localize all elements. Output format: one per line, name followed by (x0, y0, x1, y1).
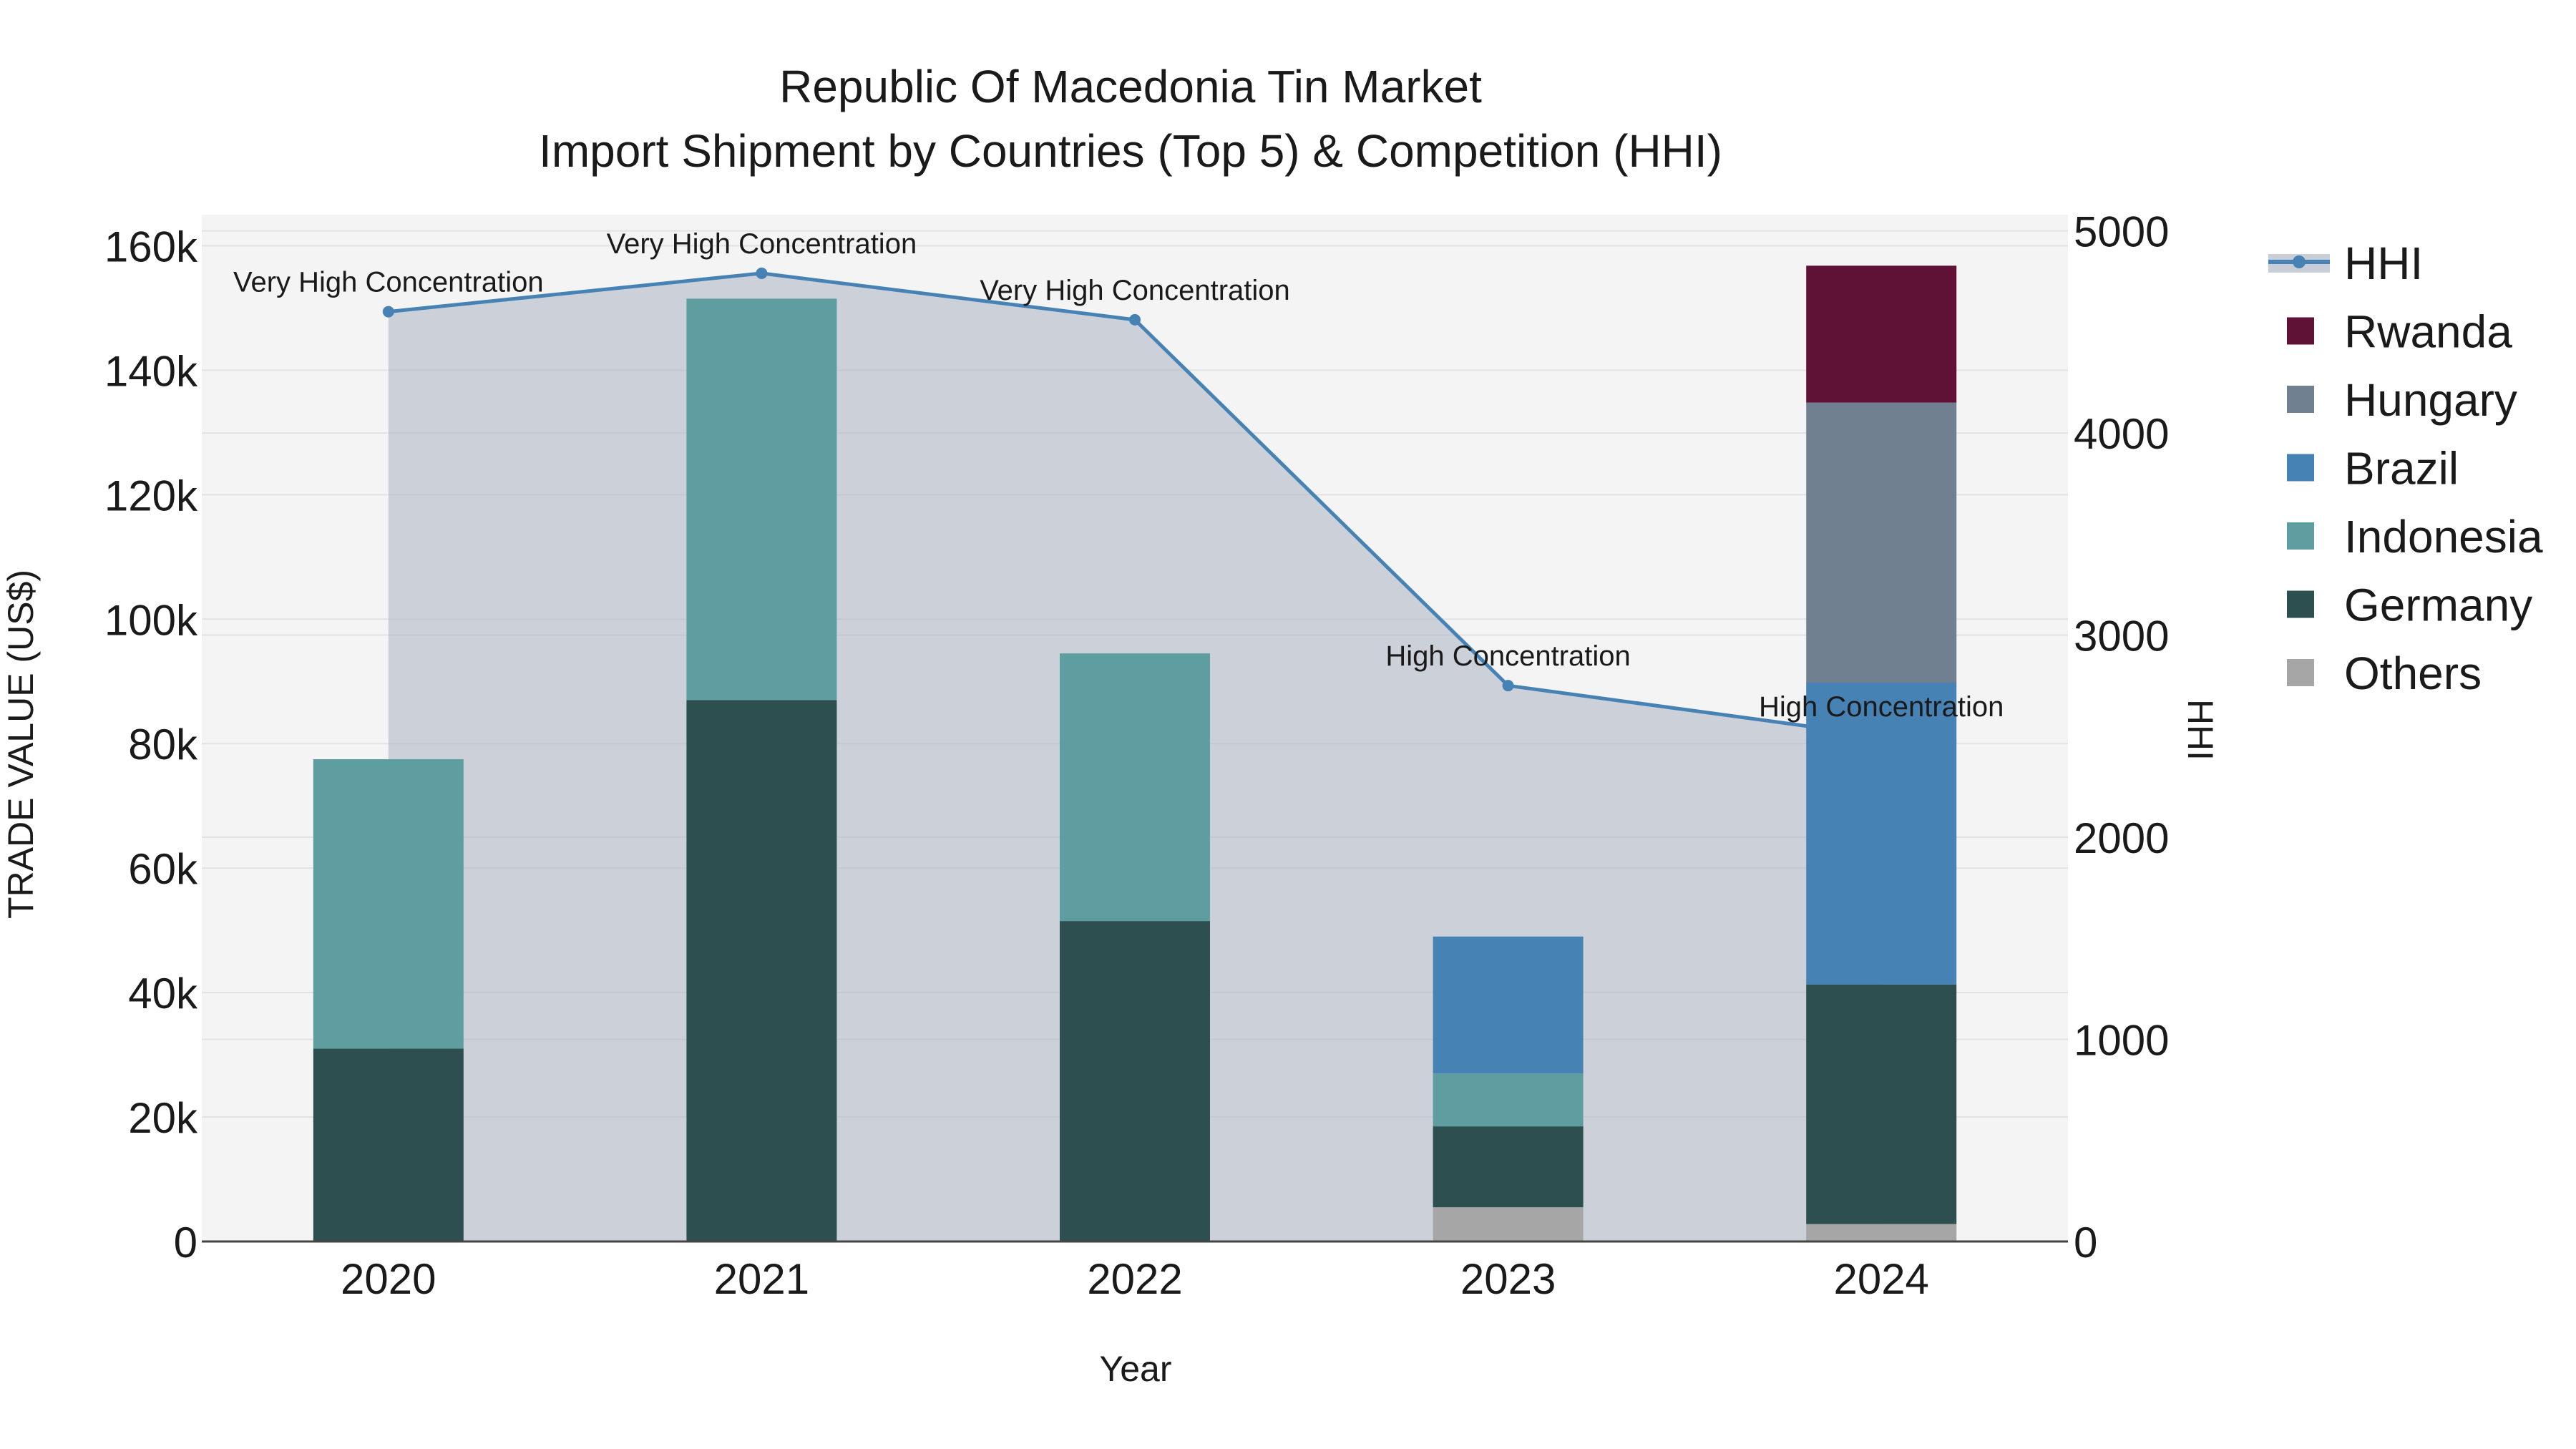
y-axis-title: TRADE VALUE (US$) (1, 570, 41, 919)
legend-item-rwanda: Rwanda (2287, 306, 2512, 358)
y2-tick-label: 1000 (2074, 1017, 2169, 1065)
bar-germany-2023 (1433, 1126, 1584, 1208)
legend-item-indonesia: Indonesia (2287, 511, 2543, 562)
chart-title: Republic Of Macedonia Tin Market (779, 61, 1482, 112)
bar-indonesia-2023 (1433, 1073, 1584, 1127)
y-tick-label: 80k (128, 721, 198, 769)
hhi-annotation-2023: High Concentration (1385, 640, 1630, 672)
x-tick-label: 2021 (714, 1255, 809, 1303)
x-axis-ticks: 2020 2021 2022 2023 2024 (341, 1255, 1929, 1303)
legend: HHI Rwanda Hungary Brazil Indonesia Germany Ot… (2268, 238, 2543, 699)
hhi-point-2023 (1502, 680, 1514, 692)
x-tick-label: 2020 (341, 1255, 436, 1303)
legend-label-germany: Germany (2344, 580, 2532, 631)
y-tick-label: 60k (128, 845, 198, 893)
legend-label-brazil: Brazil (2344, 443, 2459, 494)
hhi-annotation-2022: Very High Concentration (980, 275, 1290, 306)
hhi-annotation-2024: High Concentration (1759, 691, 2004, 723)
y-tick-label: 20k (128, 1094, 198, 1142)
legend-item-germany: Germany (2287, 580, 2532, 631)
legend-marker-hhi (2293, 255, 2306, 268)
y2-axis-ticks: 0 1000 2000 3000 4000 5000 (2074, 208, 2169, 1267)
legend-item-hungary: Hungary (2287, 374, 2517, 426)
y2-tick-label: 0 (2074, 1219, 2097, 1267)
legend-swatch-brazil (2287, 454, 2314, 482)
hhi-point-2024 (1875, 730, 1888, 742)
x-tick-label: 2024 (1833, 1255, 1928, 1303)
bar-others-2024 (1806, 1224, 1957, 1241)
y-axis-ticks: 0 20k 40k 60k 80k 100k 120k 140k 160k (104, 223, 198, 1267)
legend-item-others: Others (2287, 648, 2482, 699)
bar-brazil-2023 (1433, 936, 1584, 1074)
bar-germany-2021 (686, 700, 837, 1241)
y2-tick-label: 5000 (2074, 208, 2169, 256)
bar-indonesia-2021 (686, 298, 837, 701)
legend-swatch-others (2287, 659, 2314, 686)
y2-axis-title: HHI (2180, 699, 2220, 761)
hhi-annotation-2021: Very High Concentration (607, 228, 917, 260)
legend-label-indonesia: Indonesia (2344, 511, 2543, 562)
hhi-annotation-2020: Very High Concentration (233, 267, 544, 298)
bars-layer (313, 265, 1957, 1241)
legend-label-others: Others (2344, 648, 2482, 699)
y-tick-label: 120k (104, 472, 198, 519)
hhi-line-layer: Very High Concentration Very High Concent… (233, 228, 2004, 742)
y-tick-label: 160k (104, 223, 198, 270)
legend-swatch-germany (2287, 590, 2314, 618)
y-tick-label: 40k (128, 970, 198, 1018)
hhi-point-2021 (756, 267, 768, 279)
legend-label-hungary: Hungary (2344, 374, 2517, 426)
legend-swatch-indonesia (2287, 522, 2314, 550)
bar-indonesia-2020 (313, 758, 464, 1049)
y2-tick-label: 4000 (2074, 410, 2169, 458)
legend-label-hhi: HHI (2344, 238, 2423, 289)
x-axis-title: Year (1099, 1349, 1171, 1389)
y-tick-label: 0 (174, 1219, 197, 1267)
bar-germany-2024 (1806, 984, 1957, 1224)
y-tick-label: 100k (104, 596, 198, 644)
legend-item-brazil: Brazil (2287, 443, 2459, 494)
x-tick-label: 2023 (1460, 1255, 1556, 1303)
bar-indonesia-2022 (1060, 653, 1210, 922)
bar-germany-2020 (313, 1048, 464, 1241)
y2-tick-label: 3000 (2074, 613, 2169, 660)
bar-others-2023 (1433, 1207, 1584, 1241)
legend-item-hhi: HHI (2268, 238, 2423, 289)
legend-swatch-hungary (2287, 386, 2314, 413)
bar-germany-2022 (1060, 921, 1210, 1241)
y2-tick-label: 2000 (2074, 814, 2169, 862)
legend-label-rwanda: Rwanda (2344, 306, 2512, 358)
y-tick-label: 140k (104, 347, 198, 395)
legend-swatch-rwanda (2287, 317, 2314, 345)
chart-subtitle: Import Shipment by Countries (Top 5) & C… (539, 125, 1722, 177)
bar-rwanda-2024 (1806, 265, 1957, 403)
hhi-point-2022 (1129, 313, 1141, 326)
x-tick-label: 2022 (1087, 1255, 1182, 1303)
bar-hungary-2024 (1806, 402, 1957, 683)
hhi-point-2020 (382, 306, 394, 318)
